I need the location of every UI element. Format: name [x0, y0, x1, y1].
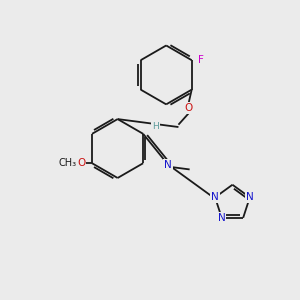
Text: N: N: [218, 213, 226, 223]
Text: O: O: [184, 103, 193, 113]
Text: N: N: [211, 192, 219, 203]
Text: F: F: [198, 55, 203, 65]
Text: CH₃: CH₃: [58, 158, 77, 168]
Text: O: O: [77, 158, 85, 168]
Text: N: N: [164, 160, 172, 170]
Text: N: N: [246, 192, 254, 203]
Text: H: H: [152, 122, 159, 131]
